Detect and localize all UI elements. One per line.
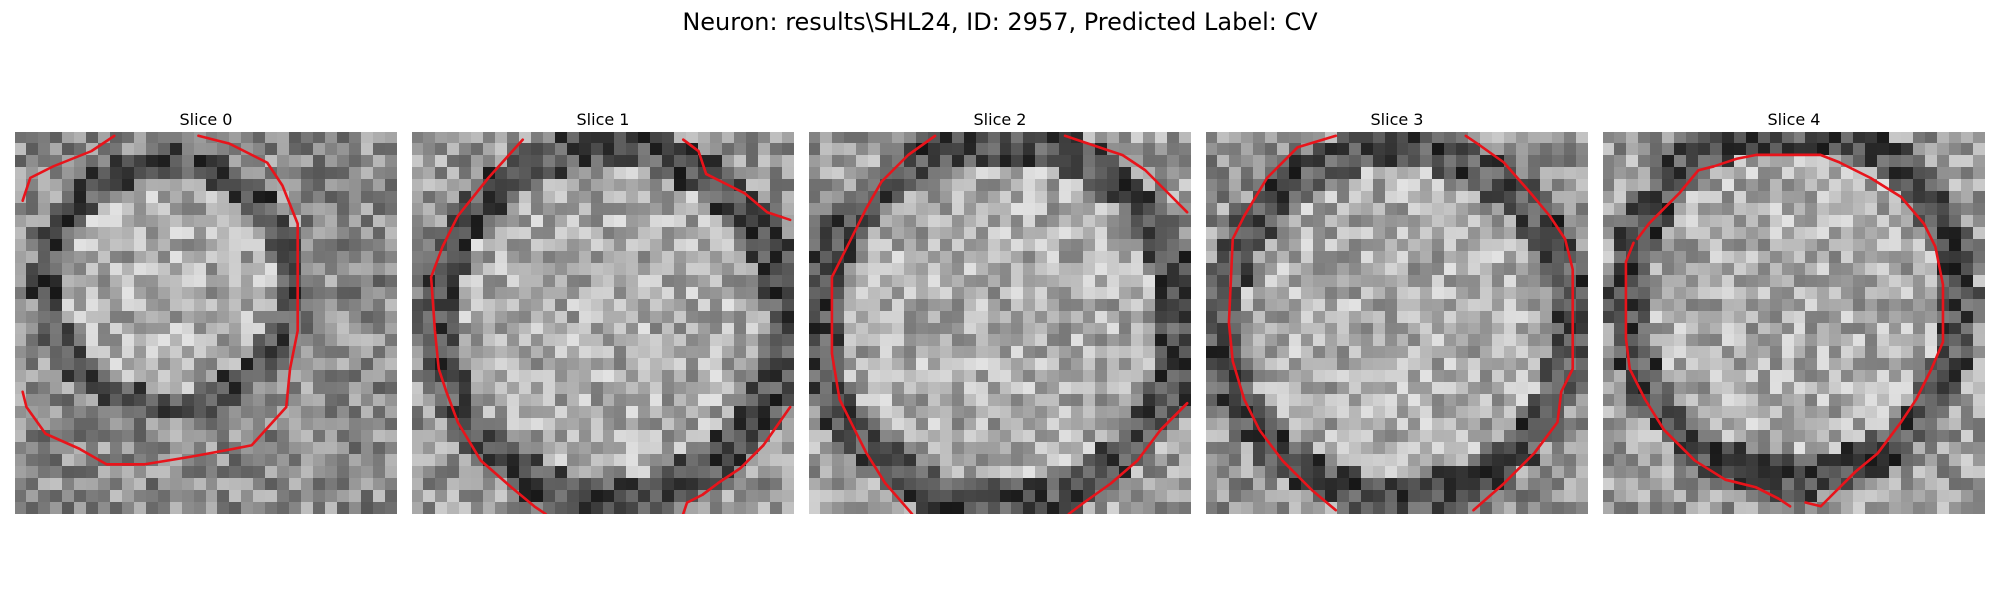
slice-canvas [809, 132, 1191, 514]
slice-title: Slice 4 [1767, 110, 1821, 129]
slice-panel-2: Slice 2 [809, 110, 1191, 514]
slice-image [809, 132, 1191, 514]
slice-canvas [1603, 132, 1985, 514]
figure-title: Neuron: results\SHL24, ID: 2957, Predict… [682, 8, 1318, 36]
slice-panel-4: Slice 4 [1603, 110, 1985, 514]
slice-title: Slice 3 [1370, 110, 1424, 129]
slice-title: Slice 0 [179, 110, 233, 129]
slice-image [1206, 132, 1588, 514]
slice-title: Slice 2 [973, 110, 1027, 129]
slice-image [412, 132, 794, 514]
slice-title: Slice 1 [576, 110, 630, 129]
slice-canvas [15, 132, 397, 514]
slice-panel-3: Slice 3 [1206, 110, 1588, 514]
slice-panel-1: Slice 1 [412, 110, 794, 514]
slice-image [1603, 132, 1985, 514]
slice-canvas [412, 132, 794, 514]
slice-canvas [1206, 132, 1588, 514]
slice-image [15, 132, 397, 514]
slice-panel-0: Slice 0 [15, 110, 397, 514]
